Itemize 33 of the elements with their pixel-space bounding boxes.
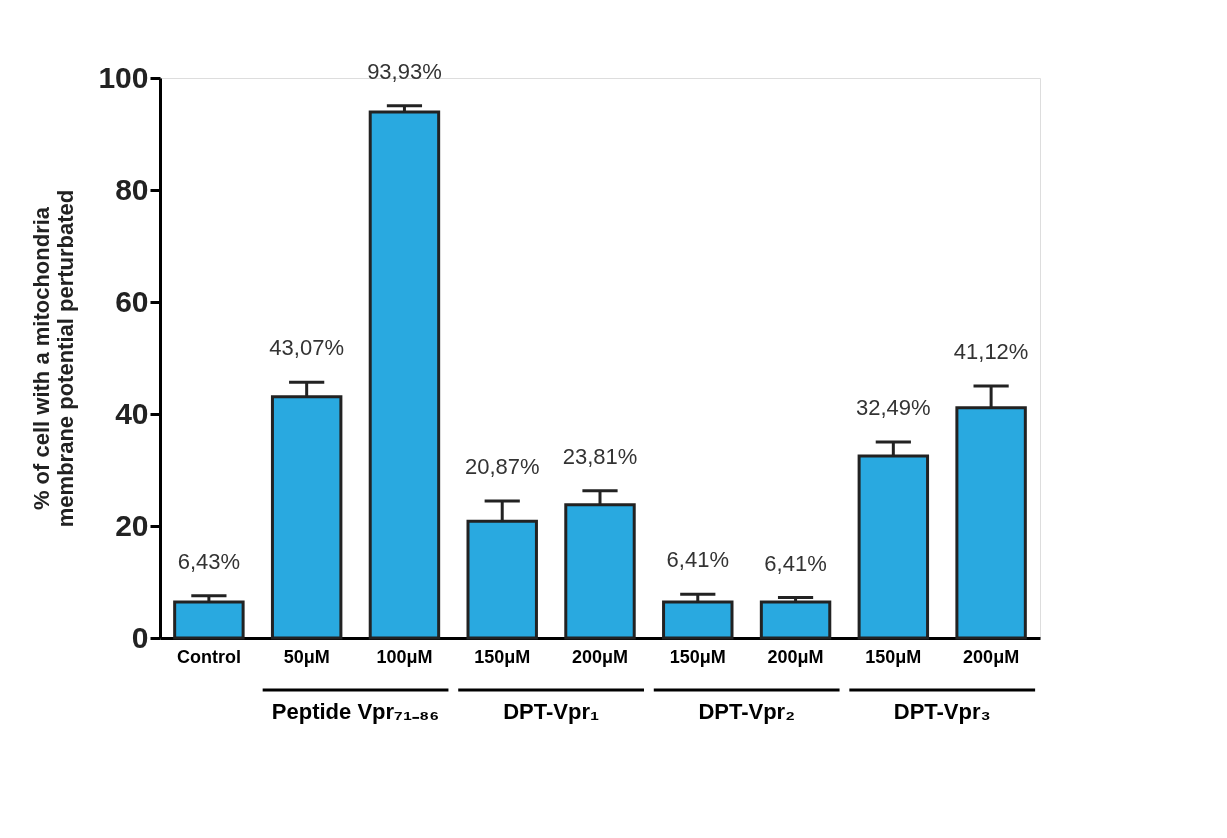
- y-tick-label: 80: [115, 172, 149, 206]
- x-tick-label: Control: [176, 646, 241, 667]
- data-label: 6,41%: [666, 547, 729, 573]
- y-tick-label: 100: [98, 60, 149, 94]
- data-label: 6,43%: [177, 548, 241, 574]
- x-tick-label: 150μM: [474, 646, 531, 667]
- y-tick-label: 0: [131, 620, 149, 654]
- x-tick-label: 200μM: [767, 646, 824, 667]
- data-label: 6,41%: [764, 550, 827, 576]
- bar: [173, 600, 245, 640]
- text: DPT-Vpr₃: [893, 699, 991, 724]
- data-label: 43,07%: [269, 335, 344, 361]
- data-label: 93,93%: [367, 58, 442, 84]
- x-tick-label: 50μM: [283, 646, 330, 667]
- text: Peptide Vpr₇₁₋₈₆: [271, 699, 440, 724]
- bar: [368, 110, 441, 640]
- bar: [759, 600, 832, 640]
- y-axis-title: % of cell with a mitochondria membrane potential perturbated: [29, 189, 79, 528]
- x-tick-label: 100μM: [376, 646, 433, 667]
- data-label: 41,12%: [953, 338, 1029, 364]
- data-label: 32,49%: [856, 395, 931, 421]
- x-tick-label: 150μM: [669, 646, 726, 667]
- x-tick-label: 150μM: [865, 646, 922, 667]
- x-tick-label: 200μM: [963, 646, 1020, 667]
- y-tick-label: 40: [115, 396, 149, 430]
- y-tick-label: 60: [115, 284, 149, 318]
- x-tick-label: 200μM: [571, 646, 629, 667]
- bar: [662, 600, 734, 640]
- data-label: 23,81%: [562, 443, 638, 469]
- text: DPT-Vpr₂: [698, 699, 795, 724]
- text: DPT-Vpr₁: [503, 699, 600, 724]
- y-tick-label: 20: [115, 508, 149, 542]
- data-label: 20,87%: [464, 453, 540, 479]
